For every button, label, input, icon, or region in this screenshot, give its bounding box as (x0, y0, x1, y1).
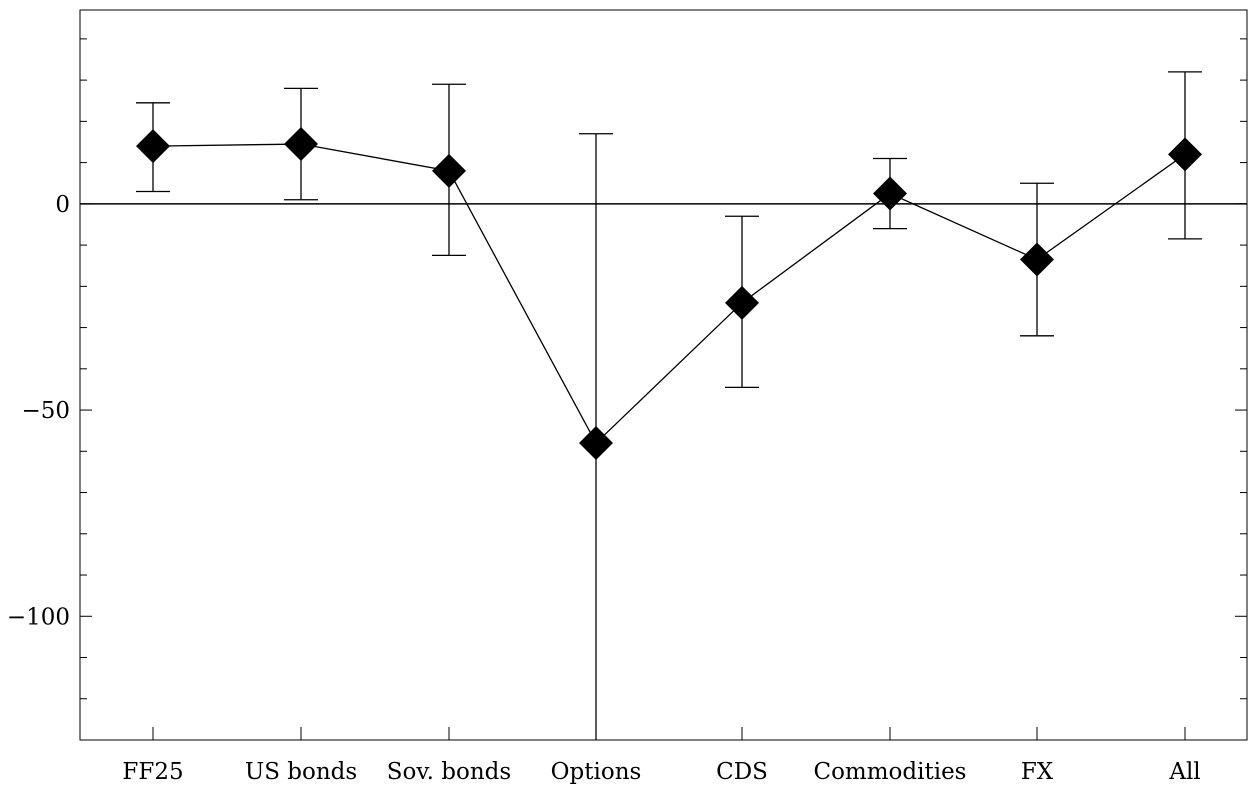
x-tick-label: US bonds (245, 759, 357, 785)
x-tick-label: Options (551, 759, 642, 785)
x-tick-label: Commodities (813, 759, 966, 785)
data-point-diamond (579, 426, 613, 461)
plot-frame (79, 9, 1248, 741)
x-tick-label: FF25 (122, 759, 183, 785)
y-tick-label: −50 (21, 398, 70, 424)
data-point-diamond (136, 129, 170, 164)
series-line (152, 143, 1186, 445)
data-point-diamond (873, 176, 907, 211)
data-point-diamond (432, 153, 466, 188)
x-tick-label: All (1168, 759, 1200, 785)
x-tick-label: CDS (716, 759, 768, 785)
x-tick-label: Sov. bonds (387, 759, 511, 785)
data-point-diamond (284, 127, 318, 162)
data-point-diamond (1168, 137, 1202, 172)
data-point-diamond (725, 285, 759, 320)
data-point-diamond (1020, 242, 1054, 277)
y-tick-label: 0 (55, 192, 70, 218)
x-tick-label: FX (1021, 759, 1054, 785)
y-tick-label: −100 (7, 604, 70, 630)
